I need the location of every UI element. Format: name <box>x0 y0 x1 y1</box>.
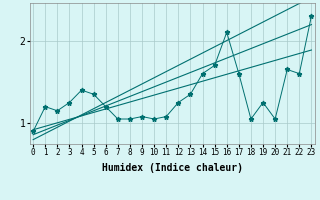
X-axis label: Humidex (Indice chaleur): Humidex (Indice chaleur) <box>102 162 243 173</box>
